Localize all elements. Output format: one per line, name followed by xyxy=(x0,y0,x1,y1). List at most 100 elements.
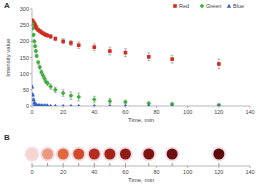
x-tick-label: 140 xyxy=(245,109,254,115)
y-tick xyxy=(30,41,32,42)
x-tick-label: 20 xyxy=(60,109,66,115)
point xyxy=(108,104,112,106)
halo xyxy=(141,147,156,162)
error-bar xyxy=(217,59,220,69)
point xyxy=(36,60,41,65)
y-tick xyxy=(30,57,32,58)
x-tick-label: 100 xyxy=(183,109,192,115)
x-tick-label: 100 xyxy=(183,169,192,175)
error-bar xyxy=(69,40,72,45)
error-bar xyxy=(147,53,150,61)
point xyxy=(69,41,73,45)
point xyxy=(77,104,81,106)
error-bar xyxy=(46,34,49,37)
error-bar xyxy=(69,92,72,100)
y-tick-label: 100 xyxy=(20,71,29,77)
x-tick-label: 60 xyxy=(122,169,128,175)
point xyxy=(34,54,39,59)
error-bar xyxy=(124,49,127,57)
y-tick xyxy=(30,9,32,10)
sample-tick xyxy=(47,163,48,166)
point xyxy=(170,104,174,106)
error-bar xyxy=(37,61,40,64)
x-tick xyxy=(32,106,33,108)
x-axis xyxy=(32,166,250,167)
x-tick xyxy=(94,166,95,168)
error-bar xyxy=(108,99,111,104)
error-bar xyxy=(35,54,38,57)
x-tick-label: 40 xyxy=(91,109,97,115)
halo xyxy=(71,147,86,162)
error-bar xyxy=(34,49,37,52)
point xyxy=(147,104,151,106)
legend-label: Red xyxy=(179,3,189,9)
point xyxy=(69,93,74,98)
y-tick xyxy=(30,25,32,26)
sample-tick xyxy=(109,163,110,166)
error-bar xyxy=(62,39,65,44)
error-bar xyxy=(46,81,49,85)
point xyxy=(53,87,58,92)
sample-spot xyxy=(73,149,84,160)
legend-marker xyxy=(173,4,177,8)
point xyxy=(33,44,38,49)
error-bar xyxy=(108,47,111,55)
x-tick xyxy=(218,166,219,168)
x-tick-label: 60 xyxy=(122,109,128,115)
error-bar xyxy=(77,93,80,101)
sample-spot xyxy=(213,149,224,160)
point xyxy=(147,55,151,59)
point xyxy=(61,40,65,44)
point xyxy=(32,26,35,31)
point xyxy=(108,99,113,104)
point xyxy=(61,91,66,96)
point xyxy=(54,37,58,41)
sample-spot xyxy=(58,149,69,160)
y-tick-label: 0 xyxy=(26,103,29,109)
x-tick xyxy=(32,166,33,168)
plot-area xyxy=(32,19,221,106)
point xyxy=(76,95,81,100)
point xyxy=(48,84,53,89)
error-bar xyxy=(49,84,52,89)
point xyxy=(61,104,65,106)
halo xyxy=(211,147,226,162)
y-tick-label: 300 xyxy=(20,6,29,12)
error-bar xyxy=(62,90,65,96)
point xyxy=(217,62,221,66)
sample-tick xyxy=(32,163,33,166)
legend-label: Green xyxy=(206,3,221,9)
x-tick xyxy=(187,106,188,108)
point xyxy=(53,104,57,106)
halo xyxy=(40,147,55,162)
point xyxy=(45,81,50,86)
x-tick-label: 140 xyxy=(245,169,254,175)
halo xyxy=(56,147,71,162)
error-bar xyxy=(54,37,57,41)
x-tick-label: 40 xyxy=(91,169,97,175)
point xyxy=(37,65,42,70)
x-axis-label: Time, min xyxy=(128,177,154,183)
sample-tick xyxy=(218,163,219,166)
y-axis-label: Intensity value xyxy=(5,38,11,77)
x-tick xyxy=(94,106,95,108)
sample-tick xyxy=(94,163,95,166)
sample-tick xyxy=(63,163,64,166)
point xyxy=(92,97,97,102)
x-tick-label: 80 xyxy=(154,109,160,115)
error-bar xyxy=(93,44,96,50)
x-tick-label: 0 xyxy=(30,109,33,115)
error-bar xyxy=(38,65,41,69)
point xyxy=(217,103,222,106)
x-axis-label: Time, min xyxy=(128,117,154,123)
sample-tick xyxy=(172,163,173,166)
point xyxy=(45,103,49,106)
x-tick xyxy=(63,166,64,168)
y-tick xyxy=(30,89,32,90)
panel-label: A xyxy=(4,1,10,10)
sample-spot xyxy=(120,149,131,160)
point xyxy=(69,104,73,106)
point xyxy=(123,104,127,106)
point xyxy=(124,51,128,55)
point xyxy=(92,45,96,49)
